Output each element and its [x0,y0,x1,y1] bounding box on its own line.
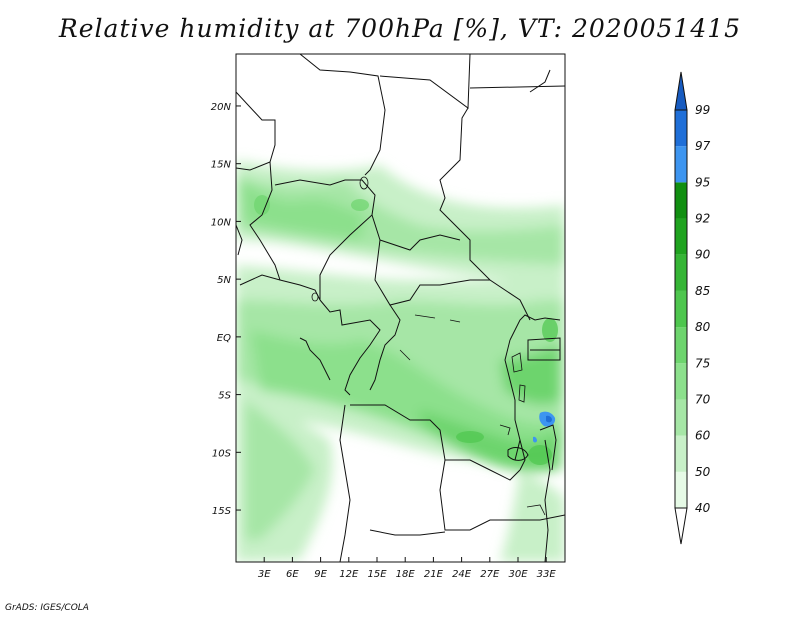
lon-tick-label: 30E [508,569,528,580]
colorbar-upper-arrow [674,71,688,111]
colorbar-segment [675,290,687,328]
lat-tick-label: 10S [212,448,232,459]
colorbar-level-label: 99 [695,103,710,117]
longitude-axis: 3E 6E 9E 12E 15E 18E 21E 24E 27E 30E 33E [258,557,557,580]
lat-tick-label: 15S [212,506,232,517]
colorbar-level-label: 97 [695,139,711,153]
colorbar-level-label: 85 [695,284,710,298]
lat-tick-label: 10N [211,217,232,228]
colorbar-level-label: 95 [695,175,710,189]
colorbar-segment [675,110,687,147]
colorbar-legend: 40 50 60 70 75 80 85 90 92 95 97 99 [674,71,711,545]
colorbar-segment [675,146,687,183]
colorbar-segment [675,182,687,219]
humidity-field [236,54,565,562]
lat-tick-label: 15N [211,160,232,171]
colorbar-segment [675,471,687,508]
colorbar-segment [675,327,687,364]
lon-tick-label: 24E [452,569,472,580]
colorbar-level-label: 50 [695,465,711,479]
map-title: Relative humidity at 700hPa [%], VT: 202… [58,14,742,43]
lon-tick-label: 6E [286,569,299,580]
colorbar-lower-arrow [674,507,688,545]
colorbar-level-label: 92 [695,212,710,226]
colorbar-segment [675,363,687,400]
colorbar-segment [675,399,687,436]
lon-tick-label: 18E [396,569,416,580]
colorbar-level-label: 80 [695,320,711,334]
colorbar-outline [674,109,688,509]
colorbar-level-label: 60 [695,429,711,443]
lat-tick-label: EQ [217,333,231,344]
lon-tick-label: 33E [537,569,557,580]
lat-tick-label: 20N [211,102,232,113]
lat-tick-label: 5N [217,275,231,286]
lon-tick-label: 12E [339,569,359,580]
lon-tick-label: 15E [367,569,387,580]
lon-tick-label: 21E [424,569,444,580]
lat-tick-label: 5S [218,391,231,402]
colorbar-segment [675,254,687,291]
grads-credit: GrADS: IGES/COLA [5,603,89,613]
colorbar-level-label: 90 [695,248,711,262]
lon-tick-label: 3E [258,569,271,580]
map-frame [235,53,566,563]
colorbar-level-label: 40 [695,501,711,515]
latitude-axis: 20N 15N 10N 5N EQ 5S 10S 15S [211,102,241,517]
lon-tick-label: 9E [314,569,327,580]
lon-tick-label: 27E [480,569,500,580]
colorbar-level-label: 75 [695,356,710,370]
colorbar-segment [675,435,687,472]
colorbar-segment [675,218,687,255]
colorbar-level-label: 70 [695,392,711,406]
